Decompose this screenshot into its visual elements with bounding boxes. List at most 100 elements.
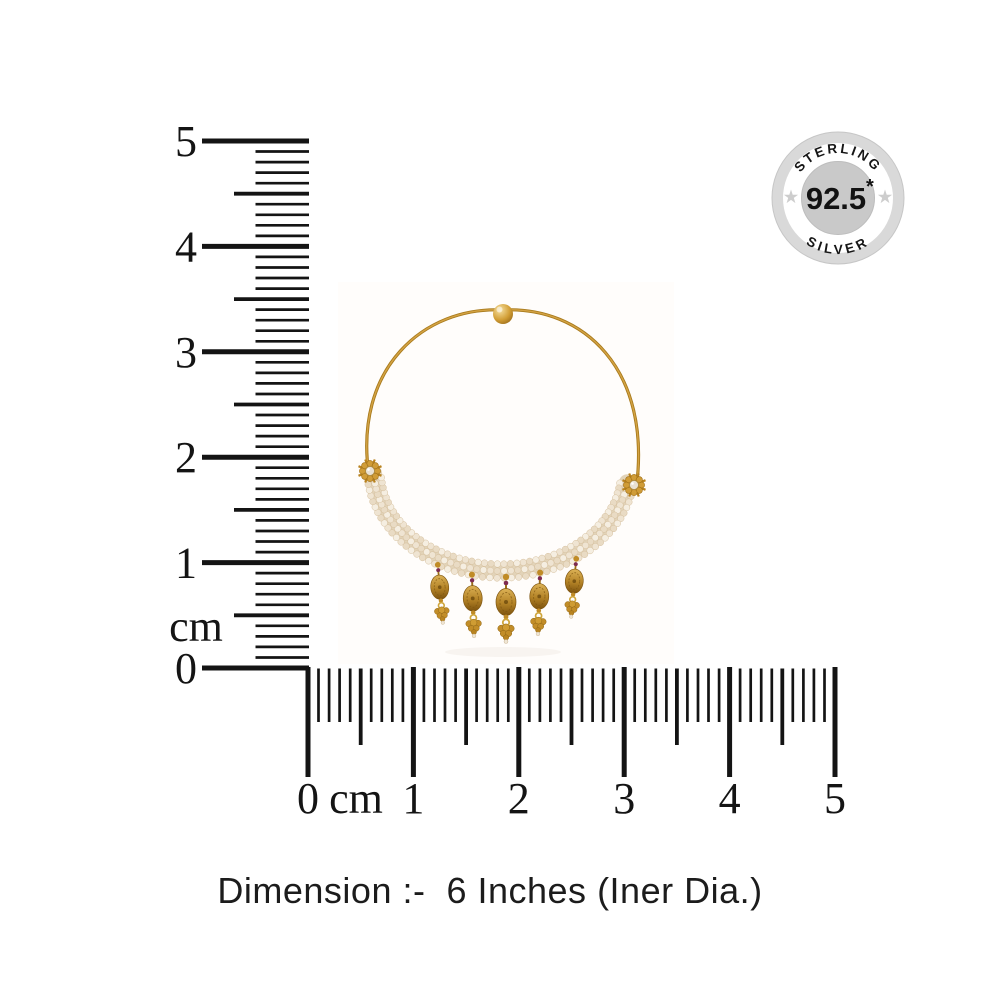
seed-pearl xyxy=(576,545,584,553)
seed-pearl xyxy=(386,516,394,524)
seed-pearl xyxy=(572,539,580,548)
seed-pearl xyxy=(600,525,608,533)
seed-pearl xyxy=(402,533,410,541)
seed-pearl xyxy=(377,514,385,522)
seed-pearl xyxy=(479,573,487,581)
seed-pearl xyxy=(388,529,396,537)
seed-pearl xyxy=(413,550,421,558)
seed-pearl xyxy=(440,556,448,564)
seed-pearl xyxy=(474,558,482,566)
ruler-number: 0 xyxy=(175,644,197,693)
seed-pearl xyxy=(450,567,459,575)
seed-pearl xyxy=(544,552,552,561)
seed-pearl xyxy=(402,542,410,550)
ruler-number: 0 xyxy=(297,774,319,823)
seed-pearl xyxy=(412,541,420,549)
seed-pearl xyxy=(394,525,402,533)
seed-pearl-band xyxy=(363,465,638,582)
seed-pearl xyxy=(407,546,415,554)
seed-pearl xyxy=(468,557,476,565)
seed-pearl xyxy=(417,536,425,544)
seed-pearl xyxy=(422,539,430,547)
seed-pearl xyxy=(567,542,575,551)
vertical-ruler-labels: 5 4 3 2 1 0cm xyxy=(169,117,223,693)
seed-pearl xyxy=(428,551,436,559)
seed-pearl xyxy=(577,536,585,544)
horizontal-ruler-labels: 0 1 2 3 4 5 cm xyxy=(297,774,846,823)
seed-pearl xyxy=(514,566,522,574)
seed-pearl xyxy=(507,567,515,575)
horizontal-ruler: 0 1 2 3 4 5 cm xyxy=(297,667,846,823)
seed-pearl xyxy=(513,559,521,567)
seed-pearl xyxy=(547,559,555,567)
flower-rosette xyxy=(358,459,382,483)
badge-outer-edge xyxy=(771,131,905,265)
seed-pearl xyxy=(500,567,508,575)
seed-pearl xyxy=(601,534,609,542)
seed-pearl xyxy=(571,548,579,556)
dimension-caption: Dimension :- 6 Inches (Iner Dia.) xyxy=(217,870,763,911)
ruler-number: 4 xyxy=(175,222,197,271)
seed-pearl xyxy=(384,524,392,532)
seed-pearl xyxy=(604,521,612,529)
seed-pearl xyxy=(529,571,537,579)
badge-inner-circle xyxy=(801,161,875,235)
seed-pearl xyxy=(610,524,618,533)
seed-pearl xyxy=(506,560,514,568)
seed-pearl xyxy=(586,547,594,555)
flower-rosettes xyxy=(358,459,646,497)
seed-pearl xyxy=(519,558,527,566)
ruler-number: 5 xyxy=(824,774,846,823)
seed-pearl xyxy=(521,565,529,573)
rosette-petal xyxy=(635,476,643,484)
seed-pearl xyxy=(543,567,551,576)
seed-pearl xyxy=(591,543,599,551)
seed-pearl xyxy=(444,565,452,573)
seed-pearl xyxy=(398,529,406,537)
seed-pearl xyxy=(455,554,463,562)
seed-pearl xyxy=(423,548,431,556)
seed-pearl xyxy=(466,564,474,572)
seed-pearl xyxy=(434,554,442,562)
ruler-number: 2 xyxy=(508,774,530,823)
vertical-ruler-ticks xyxy=(202,138,309,671)
seed-pearl xyxy=(563,560,571,568)
seed-pearl xyxy=(447,559,455,567)
sterling-silver-badge: STERLING SILVER 92.5 * xyxy=(771,131,905,265)
seed-pearl xyxy=(493,560,501,568)
seed-pearl xyxy=(473,565,481,573)
seed-pearl xyxy=(487,560,495,568)
seed-pearl xyxy=(407,537,415,545)
seed-pearl xyxy=(457,569,465,577)
seed-pearl xyxy=(617,514,625,522)
seed-pearl xyxy=(425,557,433,565)
badge-stars xyxy=(783,189,893,204)
seed-pearl xyxy=(419,554,427,562)
seed-pearl xyxy=(500,560,508,568)
seed-pearl xyxy=(550,565,558,573)
seed-pearl xyxy=(417,545,425,553)
seed-pearl xyxy=(613,519,621,528)
seed-pearl xyxy=(397,538,405,546)
seed-pearl xyxy=(480,559,489,567)
ruler-number: 3 xyxy=(175,328,197,377)
seed-pearl xyxy=(493,574,501,582)
rosette-glint xyxy=(631,482,634,485)
seed-pearl xyxy=(605,529,614,537)
seed-pearl xyxy=(432,545,440,553)
seed-pearl xyxy=(527,564,535,572)
seed-pearl xyxy=(380,519,388,527)
seed-pearl xyxy=(486,567,494,575)
badge-purity-value: 92.5 xyxy=(806,181,866,216)
seed-pearl xyxy=(620,509,628,517)
seed-pearl xyxy=(493,567,501,575)
seed-pearl xyxy=(427,542,435,550)
seed-pearl xyxy=(553,557,561,565)
seed-pearl xyxy=(532,556,540,564)
seed-pearl xyxy=(596,538,604,546)
ruler-number: 3 xyxy=(613,774,635,823)
seed-pearl xyxy=(559,554,567,562)
seed-pearl xyxy=(479,566,488,574)
seed-pearl xyxy=(534,563,542,571)
horizontal-ruler-ticks xyxy=(305,667,838,777)
